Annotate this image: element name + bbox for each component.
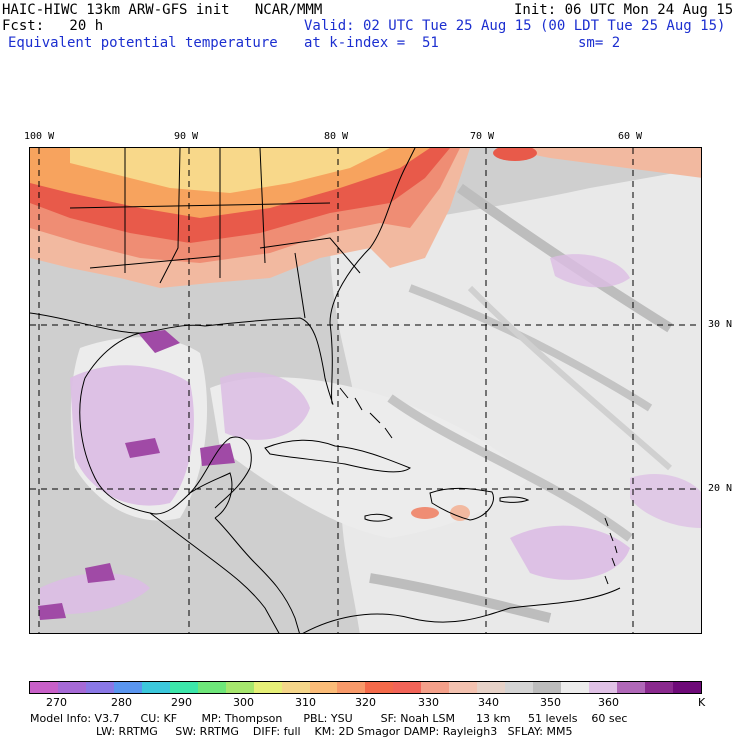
field-purple-4 xyxy=(85,563,115,583)
field-warm-yellow xyxy=(70,148,390,193)
colorbar-tick-340: 340 xyxy=(478,696,499,709)
theta-e-map xyxy=(29,147,702,634)
field-streak-5 xyxy=(369,573,552,623)
field-lavender-6 xyxy=(630,473,701,528)
colorbar-cell xyxy=(617,682,645,693)
field-purple-2 xyxy=(125,438,160,458)
colorbar-tick-270: 270 xyxy=(46,696,67,709)
valid-time: Valid: 02 UTC Tue 25 Aug 15 (00 LDT Tue … xyxy=(304,18,726,34)
colorbar-cell xyxy=(421,682,450,693)
field-red-blob xyxy=(493,148,537,161)
field-streak-4 xyxy=(467,285,672,471)
colorbar-cell xyxy=(197,682,226,693)
model-title: HAIC-HIWC 13km ARW-GFS init NCAR/MMM xyxy=(2,2,323,18)
lat-lon-grid xyxy=(30,148,701,633)
lat-label-30n: 30 N xyxy=(708,319,733,330)
colorbar xyxy=(29,681,702,694)
colorbar-tick-290: 290 xyxy=(171,696,192,709)
colorbar-cell xyxy=(281,682,310,693)
lon-label-90w: 90 W xyxy=(174,131,199,142)
colorbar-tick-280: 280 xyxy=(111,696,132,709)
field-lavender-5 xyxy=(40,573,150,615)
field-lavender-3 xyxy=(510,525,630,580)
colorbar-cell xyxy=(477,682,506,693)
colorbar-units: K xyxy=(698,696,706,709)
colorbar-tick-310: 310 xyxy=(295,696,316,709)
lon-label-70w: 70 W xyxy=(470,131,495,142)
forecast-hour: Fcst: 20 h xyxy=(2,18,104,34)
map-canvas xyxy=(30,148,701,633)
lon-label-80w: 80 W xyxy=(324,131,349,142)
colorbar-cell xyxy=(561,682,590,693)
field-name: Equivalent potential temperature xyxy=(8,35,278,51)
colorbar-cell xyxy=(337,682,366,693)
colorbar-cell xyxy=(85,682,114,693)
colorbar-cell xyxy=(365,682,394,693)
coastlines xyxy=(30,148,621,633)
colorbar-cell xyxy=(589,682,618,693)
colorbar-cell xyxy=(533,682,562,693)
colorbar-tick-300: 300 xyxy=(233,696,254,709)
colorbar-cell xyxy=(644,682,673,693)
colorbar-cell xyxy=(672,682,701,693)
colorbar-tick-350: 350 xyxy=(540,696,561,709)
field-peach-jamaica xyxy=(411,507,439,519)
model-info-line1: Model Info: V3.7 CU: KF MP: Thompson PBL… xyxy=(30,712,628,725)
field-streak-2 xyxy=(408,284,653,412)
colorbar-cell xyxy=(393,682,422,693)
colorbar-cell xyxy=(253,682,282,693)
colorbar-cell xyxy=(57,682,86,693)
lon-label-100w: 100 W xyxy=(24,131,55,142)
lat-label-20n: 20 N xyxy=(708,483,733,494)
lon-label-60w: 60 W xyxy=(618,131,643,142)
field-purple-1 xyxy=(138,330,180,353)
colorbar-cell xyxy=(449,682,478,693)
colorbar-cell xyxy=(30,682,58,693)
init-time: Init: 06 UTC Mon 24 Aug 15 xyxy=(514,2,734,18)
smoothing-label: sm= 2 xyxy=(578,35,621,51)
colorbar-cell xyxy=(169,682,198,693)
model-info-line2: LW: RRTMG SW: RRTMG DIFF: full KM: 2D Sm… xyxy=(96,725,573,738)
colorbar-tick-360: 360 xyxy=(598,696,619,709)
field-purple-5 xyxy=(38,603,66,620)
colorbar-cell xyxy=(309,682,338,693)
colorbar-cell xyxy=(505,682,534,693)
field-lavender-4 xyxy=(550,254,630,288)
colorbar-tick-320: 320 xyxy=(355,696,376,709)
colorbar-cell xyxy=(225,682,254,693)
colorbar-tick-330: 330 xyxy=(418,696,439,709)
level-label: at k-index = 51 xyxy=(304,35,439,51)
field-gulf-lavender xyxy=(70,365,194,506)
field-purple-3 xyxy=(200,443,235,466)
colorbar-cell xyxy=(141,682,170,693)
field-peach-haiti xyxy=(450,505,470,521)
field-streak-3 xyxy=(387,394,633,542)
colorbar-cell xyxy=(113,682,142,693)
field-lavender-2 xyxy=(220,372,310,440)
